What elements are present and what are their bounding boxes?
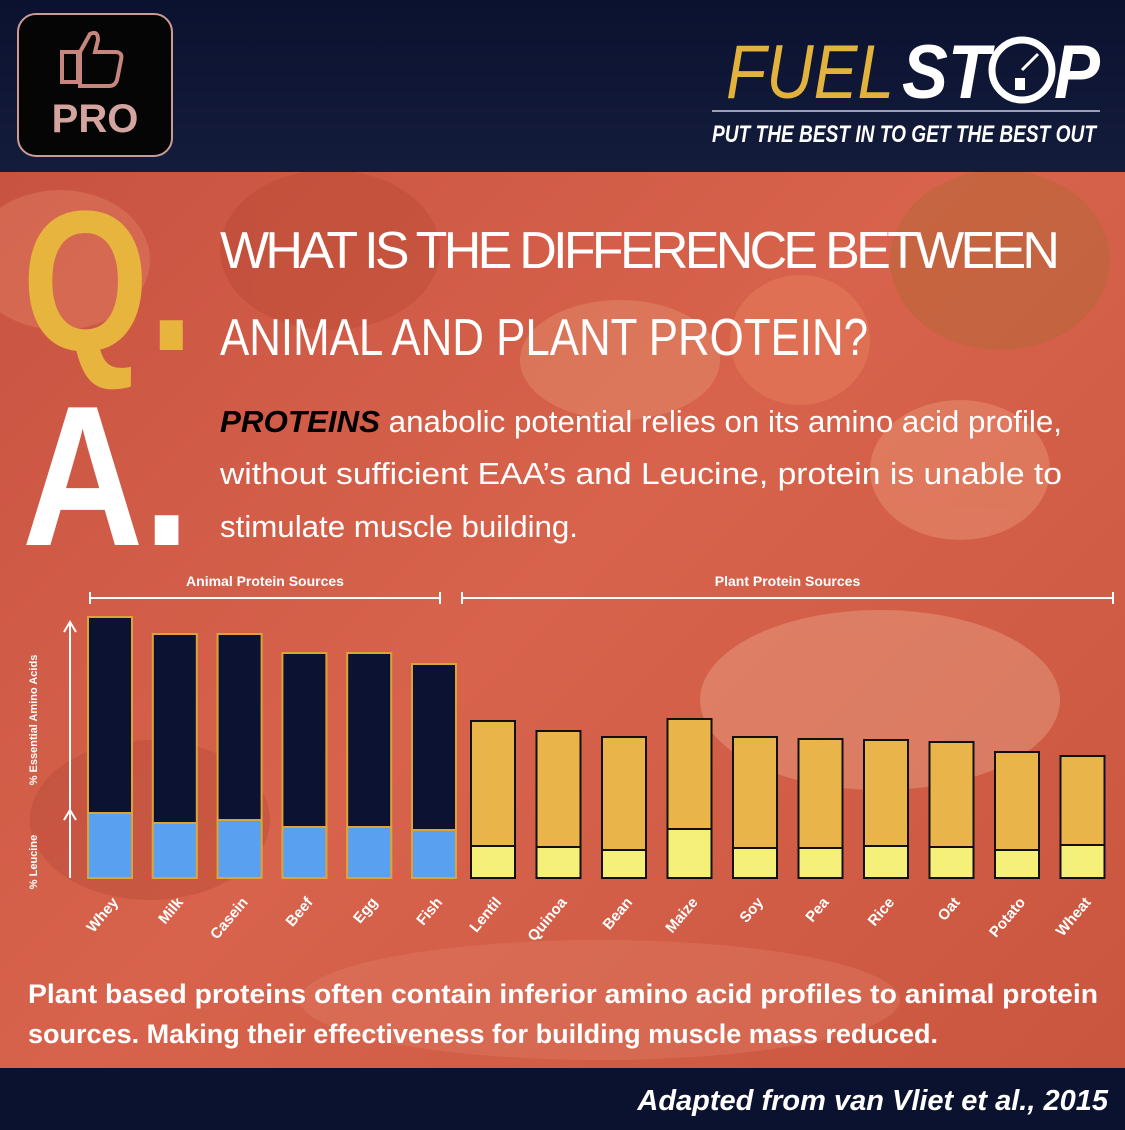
arrow-head [63, 808, 77, 821]
group-label: Plant Protein Sources [715, 573, 861, 589]
leucine-bar [732, 847, 778, 879]
leucine-bar [216, 819, 263, 879]
leucine-bar [1059, 844, 1106, 879]
food-photo [0, 170, 1110, 1060]
brand-part: P [1054, 30, 1100, 115]
answer-letter: A. [22, 365, 190, 588]
leucine-bar [666, 828, 713, 879]
question-line: ANIMAL AND PLANT PROTEIN? [220, 309, 868, 367]
answer-line: stimulate muscle building. [220, 509, 578, 544]
answer-text: anabolic potential relies on its amino a… [380, 404, 1062, 439]
tagline: PUT THE BEST IN TO GET THE BEST OUT [712, 121, 1098, 148]
leucine-bar [797, 847, 844, 879]
footer-band [0, 1068, 1125, 1130]
gauge-icon [988, 36, 1056, 104]
thumbs-up-icon [60, 30, 124, 88]
leucine-bar [281, 826, 328, 879]
leucine-bar [994, 849, 1040, 879]
brand-part: FUEL [726, 30, 894, 115]
brand-part: ST [902, 30, 995, 115]
conclusion-line: sources. Making their effectiveness for … [28, 1019, 938, 1049]
leucine-bar [346, 826, 393, 879]
leucine-bar [928, 846, 975, 879]
question-line: WHAT IS THE DIFFERENCE BETWEEN [220, 222, 1060, 280]
answer-line: PROTEINS anabolic potential relies on it… [220, 404, 1062, 439]
leucine-bar [151, 822, 198, 879]
leucine-bar [863, 845, 909, 879]
answer-lead: PROTEINS [220, 404, 380, 439]
group-label: Animal Protein Sources [186, 573, 344, 589]
question-letter: Q. [22, 170, 194, 393]
badge-label: PRO [52, 97, 139, 141]
leucine-bar [601, 849, 647, 879]
leucine-bar [411, 829, 457, 879]
conclusion-line: Plant based proteins often contain infer… [28, 979, 1098, 1009]
header-band [0, 0, 1125, 172]
leucine-bar [535, 846, 582, 879]
y-axis-label: % Essential Amino Acids [28, 655, 40, 786]
y-axis-label: % Leucine [28, 835, 40, 889]
arrow-head [63, 620, 77, 633]
citation: Adapted from van Vliet et al., 2015 [636, 1085, 1108, 1117]
leucine-bar [470, 845, 516, 879]
leucine-bar [87, 812, 133, 879]
answer-line: without sufficient EAA’s and Leucine, pr… [219, 456, 1062, 491]
